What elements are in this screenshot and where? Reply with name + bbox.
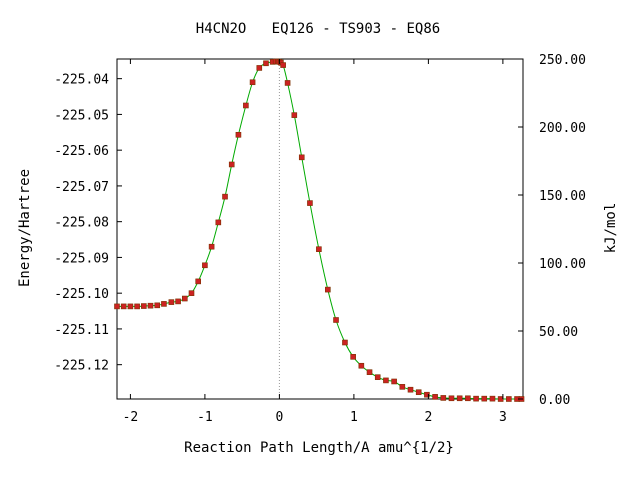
- x-tick-label: 0: [275, 410, 283, 425]
- data-point: [181, 295, 188, 302]
- data-point: [333, 317, 339, 323]
- data-point: [154, 302, 161, 309]
- data-point: [168, 299, 175, 305]
- data-point: [506, 396, 512, 402]
- data-point: [489, 395, 496, 402]
- data-point: [228, 161, 235, 168]
- data-point: [291, 112, 298, 118]
- y-tick-label: -225.06: [54, 144, 109, 159]
- data-point: [399, 384, 406, 390]
- data-point: [161, 301, 167, 307]
- data-point: [424, 391, 430, 398]
- x-axis-ticks: -2 -1 0 1 2 3: [123, 59, 507, 425]
- data-point: [284, 80, 291, 86]
- right-tick-label: 0.00: [539, 393, 570, 408]
- data-point: [407, 386, 414, 393]
- data-point: [202, 262, 208, 269]
- data-point: [114, 303, 120, 310]
- x-axis-label: Reaction Path Length/A amu^{1/2}: [184, 440, 454, 456]
- x-tick-label: 1: [350, 410, 358, 425]
- data-point: [235, 131, 242, 138]
- right-tick-label: 250.00: [539, 53, 586, 68]
- y-tick-label: -225.10: [54, 287, 109, 302]
- y-axis-ticks: -225.04 -225.05 -225.06 -225.07 -225.08 -225.…: [54, 73, 122, 374]
- data-point: [120, 303, 127, 310]
- data-point: [127, 303, 134, 310]
- y-tick-label: -225.09: [54, 251, 109, 266]
- data-point: [208, 243, 215, 250]
- data-point: [440, 395, 447, 401]
- data-point: [448, 395, 455, 402]
- data-point: [256, 65, 263, 71]
- x-tick-label: 3: [499, 410, 507, 425]
- right-axis-ticks: 250.00 200.00 150.00 100.00 50.00 0.00: [518, 53, 586, 408]
- data-point: [481, 395, 488, 402]
- data-point: [415, 389, 422, 396]
- data-point: [456, 395, 463, 402]
- y-tick-label: -225.05: [54, 108, 109, 123]
- data-point: [307, 200, 313, 206]
- data-point: [249, 79, 256, 86]
- y-axis-label: Energy/Hartree: [17, 169, 33, 287]
- data-point: [465, 395, 471, 402]
- data-point: [383, 377, 389, 384]
- data-point: [141, 303, 147, 309]
- data-point: [175, 298, 181, 305]
- data-point: [263, 60, 269, 67]
- y-tick-label: -225.11: [54, 323, 109, 338]
- data-point: [195, 278, 201, 285]
- x-tick-label: -2: [123, 410, 139, 425]
- marker-layer: [114, 58, 525, 402]
- x-tick-label: -1: [197, 410, 213, 425]
- data-point: [215, 219, 222, 226]
- data-point: [147, 302, 154, 309]
- y-tick-label: -225.07: [54, 180, 109, 195]
- data-point: [473, 395, 479, 402]
- data-point: [243, 102, 249, 109]
- x-tick-label: 2: [424, 410, 432, 425]
- data-point: [222, 193, 228, 200]
- data-point: [432, 394, 438, 400]
- right-tick-label: 150.00: [539, 189, 586, 204]
- data-point: [316, 246, 322, 252]
- y-tick-label: -225.12: [54, 359, 109, 374]
- curve-layer: [116, 60, 522, 400]
- plot-frame: [116, 58, 524, 400]
- data-point: [188, 290, 195, 296]
- right-axis-label: kJ/mol: [603, 203, 619, 254]
- right-tick-label: 50.00: [539, 325, 578, 340]
- right-tick-label: 200.00: [539, 121, 586, 136]
- data-point: [358, 362, 365, 369]
- right-tick-label: 100.00: [539, 257, 586, 272]
- data-point: [342, 339, 348, 346]
- y-tick-label: -225.04: [54, 73, 109, 88]
- y-tick-label: -225.08: [54, 216, 109, 231]
- data-point: [374, 374, 381, 380]
- series-line: [116, 60, 522, 400]
- data-point: [350, 354, 356, 360]
- data-point: [325, 286, 331, 293]
- data-point: [366, 369, 373, 375]
- data-point: [391, 378, 397, 385]
- plot-border: [116, 58, 524, 400]
- data-point: [134, 303, 140, 310]
- chart-title: H4CN2O EQ126 - TS903 - EQ86: [196, 21, 440, 37]
- data-point: [298, 154, 305, 161]
- data-point: [280, 62, 286, 68]
